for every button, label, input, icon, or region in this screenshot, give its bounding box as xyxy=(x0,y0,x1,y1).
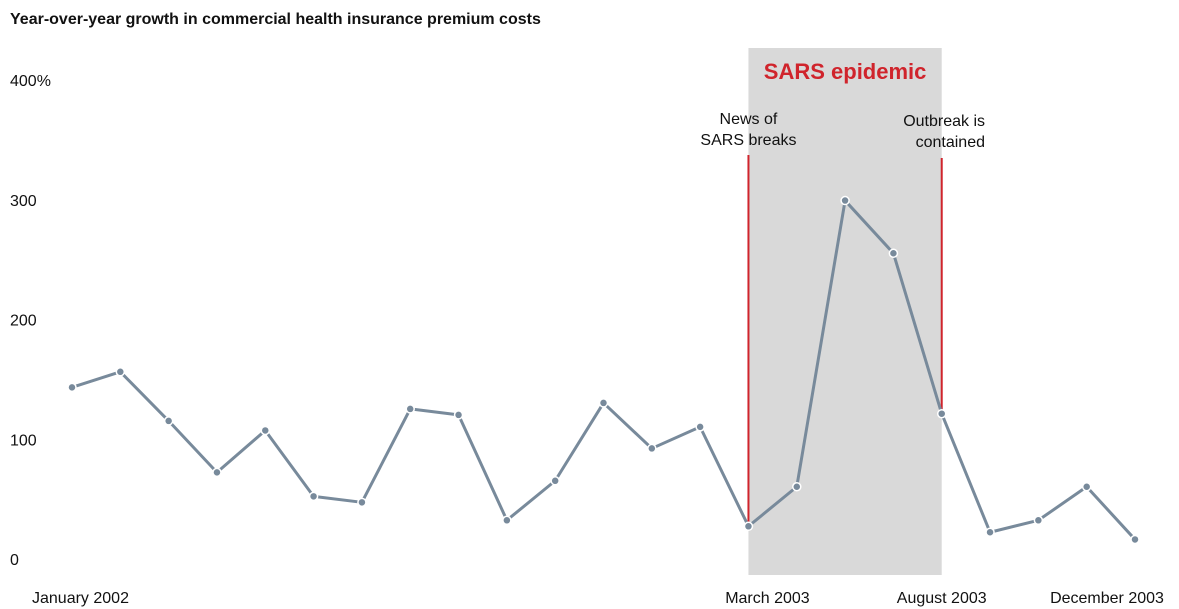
x-tick-label: August 2003 xyxy=(897,590,987,607)
data-point xyxy=(598,398,609,408)
data-point xyxy=(1130,534,1140,545)
data-point xyxy=(453,410,464,420)
highlight-label: SARS epidemic xyxy=(764,59,927,84)
data-point xyxy=(115,367,126,377)
y-tick-label: 400% xyxy=(10,73,51,90)
data-point xyxy=(792,482,802,492)
y-tick-label: 200 xyxy=(10,313,37,330)
x-tick-label: March 2003 xyxy=(725,590,810,607)
x-tick-label: January 2002 xyxy=(32,590,129,607)
annotation-text: News of xyxy=(720,111,778,128)
data-point xyxy=(550,476,560,486)
data-point xyxy=(985,527,995,538)
annotation-text: contained xyxy=(916,134,985,151)
data-point xyxy=(840,195,850,206)
annotation-text: SARS breaks xyxy=(700,132,796,149)
y-tick-label: 100 xyxy=(10,432,37,449)
data-point xyxy=(308,491,319,502)
data-point xyxy=(1081,482,1092,492)
y-tick-label: 300 xyxy=(10,193,37,210)
data-point xyxy=(502,515,512,526)
chart-title: Year-over-year growth in commercial heal… xyxy=(10,11,541,28)
data-point xyxy=(212,467,222,478)
data-point xyxy=(405,404,415,414)
data-point xyxy=(647,443,657,454)
data-point xyxy=(695,422,705,432)
data-point xyxy=(743,521,754,532)
y-tick-label: 0 xyxy=(10,552,19,569)
data-point xyxy=(1033,515,1044,526)
x-tick-label: December 2003 xyxy=(1050,590,1164,607)
data-point xyxy=(67,382,77,393)
data-point xyxy=(936,408,947,419)
data-point xyxy=(357,497,367,508)
annotation-text: Outbreak is xyxy=(903,113,985,130)
data-point xyxy=(260,425,271,436)
data-point xyxy=(163,416,174,426)
data-point xyxy=(888,248,899,258)
series-line xyxy=(71,199,1137,541)
